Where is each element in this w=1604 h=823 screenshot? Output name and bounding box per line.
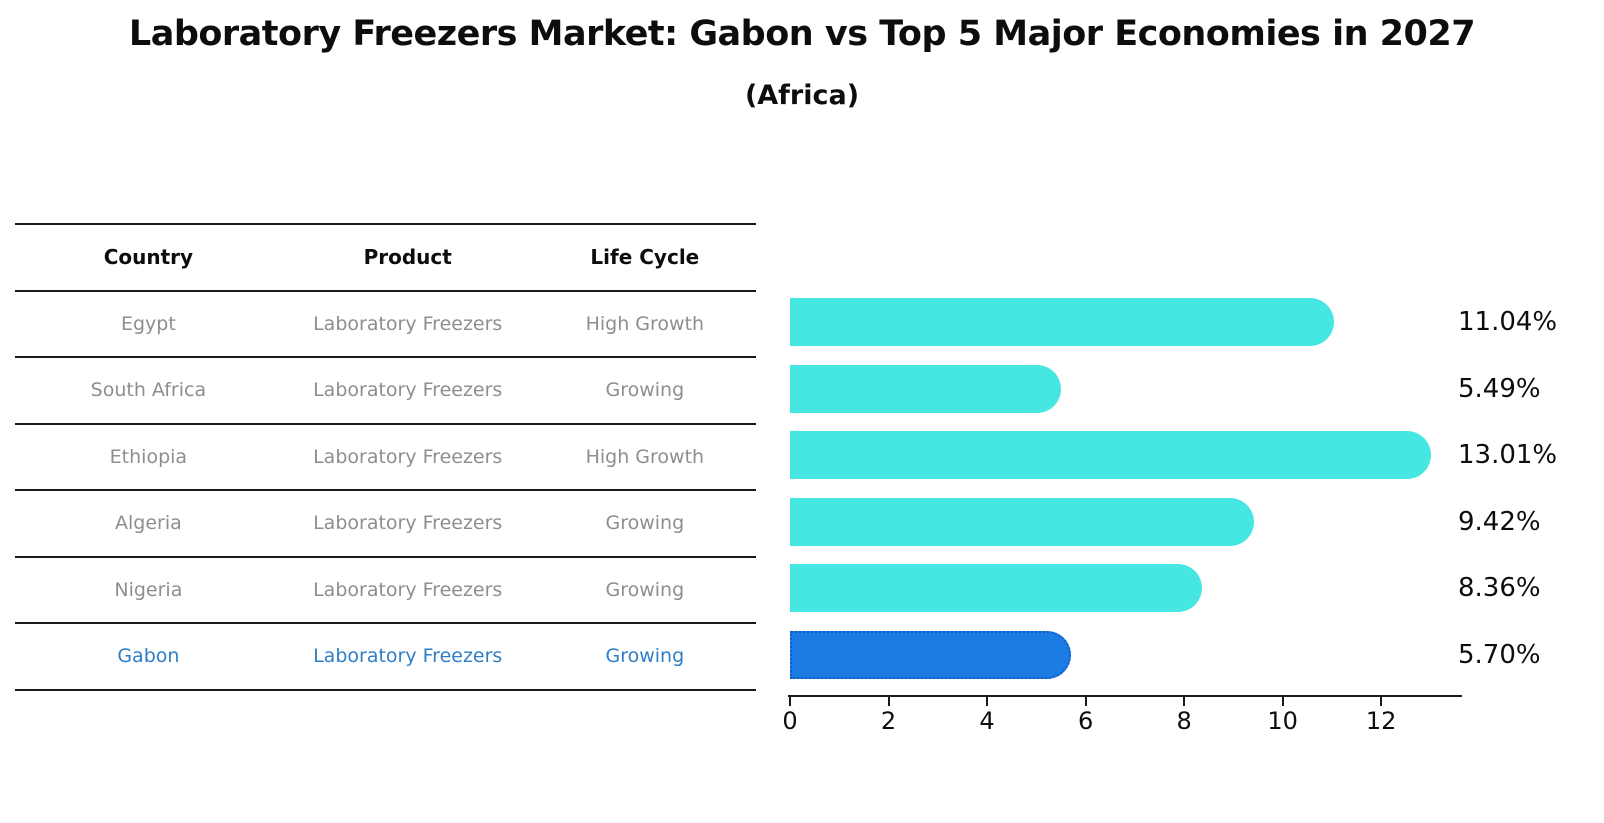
x-tick-label-8: 8 — [1176, 707, 1192, 735]
bar-algeria — [790, 497, 1255, 546]
x-tick-mark-2 — [887, 697, 890, 706]
table-cell-product: Laboratory Freezers — [313, 645, 503, 668]
table-body: Egypt Laboratory Freezers High Growth South… — [15, 292, 756, 691]
bar-row-nigeria — [790, 555, 1460, 622]
bar-egypt — [790, 298, 1334, 346]
value-label-algeria: 9.42% — [1458, 506, 1541, 537]
table-cell-life-cycle: Growing — [605, 379, 685, 402]
table-row-south-africa: South Africa Laboratory Freezers Growing — [15, 358, 756, 425]
table-cell-product: Laboratory Freezers — [313, 445, 503, 468]
value-label-egypt: 11.04% — [1458, 307, 1558, 338]
table-cell-product: Laboratory Freezers — [313, 578, 503, 601]
x-tick-label-0: 0 — [782, 707, 798, 735]
table-cell-country: Gabon — [117, 645, 180, 668]
x-tick-label-6: 6 — [1077, 707, 1094, 735]
bar-ethiopia — [790, 431, 1431, 479]
table-cell-life-cycle: Growing — [605, 578, 685, 601]
chart-subtitle: (Africa) — [744, 80, 860, 111]
x-tick-mark-6 — [1084, 697, 1087, 706]
table-cell-product: Laboratory Freezers — [313, 379, 503, 402]
bar-row-egypt — [790, 289, 1460, 356]
x-tick-mark-12 — [1380, 697, 1383, 706]
table-cell-life-cycle: Growing — [605, 512, 685, 535]
table-cell-country: Ethiopia — [109, 445, 188, 468]
value-label-south-africa: 5.49% — [1458, 373, 1541, 404]
bar-nigeria — [790, 564, 1202, 612]
table-row-ethiopia: Ethiopia Laboratory Freezers High Growth — [15, 425, 756, 491]
table-cell-life-cycle: High Growth — [585, 445, 705, 468]
bar-chart — [790, 289, 1460, 688]
x-tick-mark-4 — [986, 697, 989, 706]
bar-south-africa — [790, 364, 1061, 413]
value-label-gabon: 5.70% — [1458, 639, 1541, 670]
table-header-life-cycle: Life Cycle — [590, 245, 700, 270]
bar-highlighted-gabon — [790, 630, 1071, 679]
x-tick-label-10: 10 — [1267, 707, 1298, 735]
bar-row-south-africa — [790, 356, 1460, 423]
country-table: Country Product Life Cycle Egypt Laboratory… — [15, 223, 756, 691]
table-row-algeria: Algeria Laboratory Freezers Growing — [15, 491, 756, 558]
table-cell-country: South Africa — [90, 379, 207, 402]
x-tick-label-12: 12 — [1365, 707, 1397, 735]
x-axis-line — [788, 695, 1462, 697]
table-cell-country: Nigeria — [114, 578, 183, 601]
table-header-row: Country Product Life Cycle — [15, 225, 756, 292]
bar-row-ethiopia — [790, 422, 1460, 489]
x-tick-label-4: 4 — [979, 707, 995, 735]
x-tick-label-2: 2 — [880, 707, 897, 735]
value-label-nigeria: 8.36% — [1458, 573, 1541, 604]
table-cell-country: Egypt — [120, 312, 176, 335]
table-header-product: Product — [363, 245, 452, 270]
bar-row-gabon — [790, 622, 1460, 689]
bar-row-algeria — [790, 489, 1460, 556]
x-tick-mark-8 — [1183, 697, 1186, 706]
table-row-nigeria: Nigeria Laboratory Freezers Growing — [15, 558, 756, 624]
table-row-egypt: Egypt Laboratory Freezers High Growth — [15, 292, 756, 358]
table-cell-product: Laboratory Freezers — [313, 512, 503, 535]
x-tick-mark-10 — [1281, 697, 1284, 706]
table-row-gabon: Gabon Laboratory Freezers Growing — [15, 624, 756, 691]
table-cell-life-cycle: Growing — [605, 645, 685, 668]
value-label-ethiopia: 13.01% — [1458, 440, 1558, 471]
table-header-country: Country — [103, 245, 194, 270]
table-cell-product: Laboratory Freezers — [313, 312, 503, 335]
table-cell-country: Algeria — [114, 512, 182, 535]
x-tick-mark-0 — [789, 697, 791, 706]
chart-title: Laboratory Freezers Market: Gabon vs Top… — [128, 14, 1476, 54]
table-cell-life-cycle: High Growth — [585, 312, 705, 335]
